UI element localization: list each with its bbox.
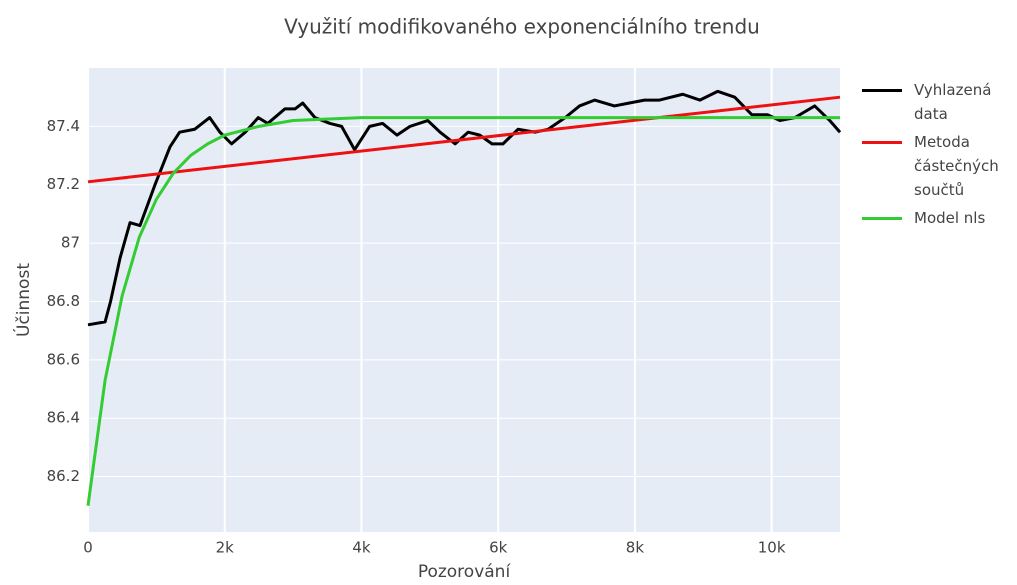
y-tick-label: 86.8 (47, 292, 80, 310)
chart-title: Využití modifikovaného exponenciálního t… (284, 15, 760, 39)
x-tick-label: 10k (758, 539, 786, 557)
x-tick-label: 4k (352, 539, 371, 557)
x-tick-label: 8k (626, 539, 645, 557)
legend-item[interactable]: Vyhlazená data (862, 78, 1002, 126)
x-tick-label: 0 (83, 539, 93, 557)
legend: Vyhlazená data Metoda částečných součtů Mo… (862, 78, 1002, 234)
y-tick-label: 86.6 (47, 350, 80, 368)
y-tick-label: 86.4 (47, 409, 80, 427)
legend-swatch (862, 89, 902, 92)
legend-swatch (862, 217, 902, 220)
series-line (87, 89, 842, 327)
x-tick-label: 6k (489, 539, 508, 557)
y-tick-label: 87.2 (47, 175, 80, 193)
series-line (86, 116, 840, 506)
plot-area (88, 68, 840, 532)
legend-label: Metoda částečných součtů (914, 133, 999, 199)
y-tick-label: 87.4 (47, 117, 80, 135)
y-axis-label: Účinnost (12, 263, 34, 337)
series-line (87, 95, 841, 184)
legend-item[interactable]: Model nls (862, 206, 1002, 230)
x-tick-label: 2k (216, 539, 235, 557)
legend-swatch (862, 141, 902, 144)
legend-label: Vyhlazená data (914, 81, 992, 123)
y-tick-label: 87 (61, 234, 80, 252)
legend-item[interactable]: Metoda částečných součtů (862, 130, 1002, 202)
y-tick-label: 86.2 (47, 467, 80, 485)
legend-label: Model nls (914, 209, 986, 227)
x-axis-label: Pozorování (418, 562, 512, 582)
